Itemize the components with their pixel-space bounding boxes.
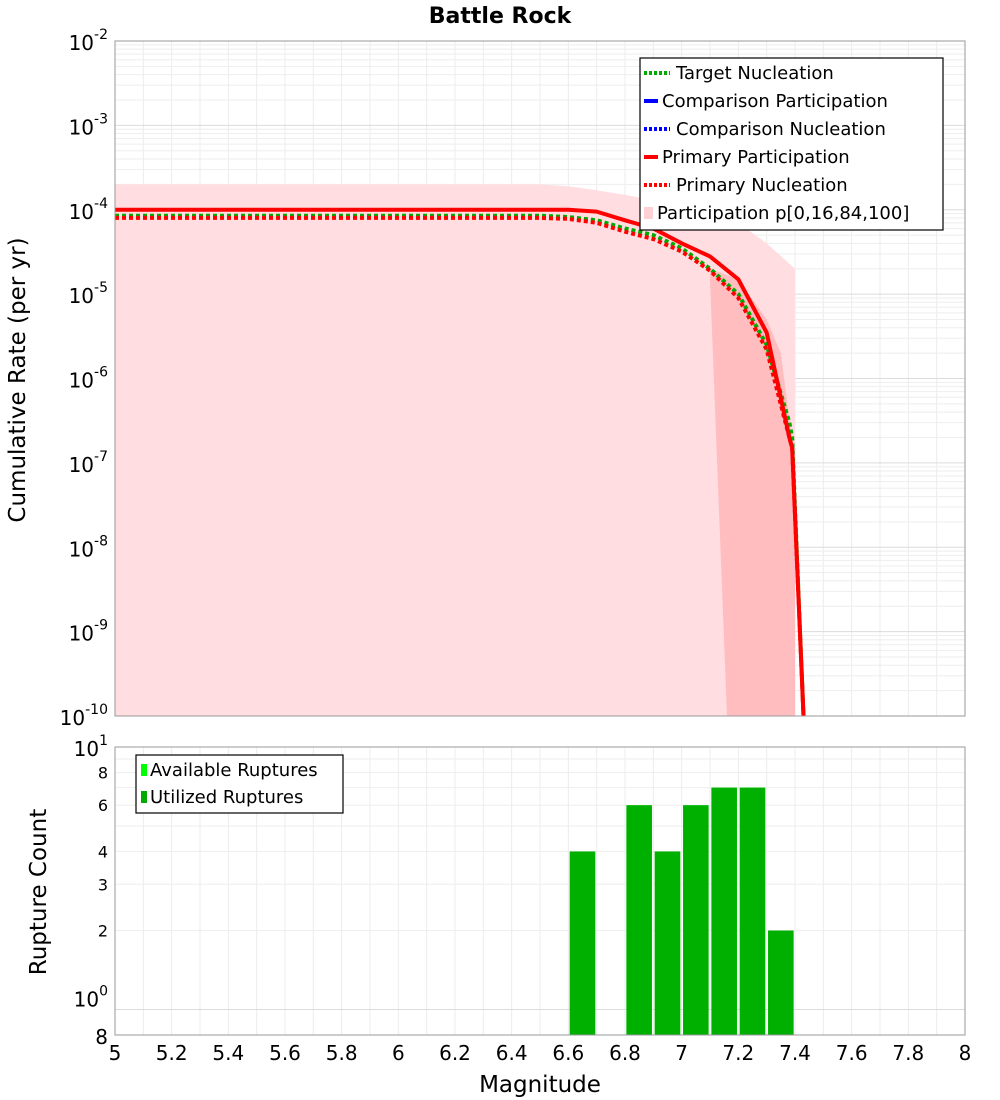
top-y-axis-label: Cumulative Rate (per yr)	[5, 237, 31, 522]
bottom-y-tick-label: 4	[98, 842, 108, 861]
bottom-plot-frame	[114, 746, 966, 1036]
bottom-y-tick-label: 8	[98, 763, 108, 782]
x-tick-label: 7	[675, 1041, 688, 1065]
bottom-y-axis-label: Rupture Count	[26, 809, 52, 975]
top-y-tick-label: 10-8	[69, 533, 108, 561]
bottom-y-major-label-exp: 1	[99, 733, 108, 749]
top-y-tick-label-base: 10	[69, 200, 94, 224]
bar-utilized-ruptures	[626, 805, 652, 1035]
x-tick-label: 6.6	[552, 1041, 584, 1065]
legend-label: Primary Nucleation	[676, 175, 848, 196]
cumulative-rate-plot: 10-1010-910-810-710-610-510-410-310-2Tar…	[60, 27, 966, 730]
bar-utilized-ruptures	[654, 851, 681, 1035]
top-y-tick-label-exp: -10	[85, 702, 108, 718]
legend-label: Comparison Nucleation	[676, 119, 886, 140]
legend-label: Comparison Participation	[662, 91, 888, 112]
x-tick-label: 5.6	[269, 1041, 301, 1065]
legend-label: Target Nucleation	[675, 63, 834, 84]
top-y-tick-label-exp: -3	[94, 111, 108, 127]
x-tick-label: 8	[959, 1041, 972, 1065]
top-legend-box	[639, 57, 944, 231]
top-y-tick-label-base: 10	[69, 537, 94, 561]
top-y-tick-label: 10-3	[69, 111, 108, 139]
top-y-tick-label-base: 10	[69, 115, 94, 139]
top-y-tick-label-base: 10	[69, 284, 94, 308]
top-series-group	[115, 184, 806, 716]
bottom-y-tick-label: 8	[95, 1025, 108, 1049]
bottom-y-major-label: 100	[74, 984, 108, 1012]
bottom-y-major-label-exp: 0	[99, 984, 108, 1000]
top-y-tick-label-exp: -7	[94, 449, 108, 465]
bottom-y-major-label-base: 10	[74, 988, 99, 1012]
chart-title: Battle Rock	[429, 4, 573, 29]
top-y-tick-label: 10-5	[69, 280, 108, 308]
x-tick-label: 7.8	[892, 1041, 924, 1065]
x-tick-label: 6.8	[609, 1041, 641, 1065]
top-y-tick-label-base: 10	[69, 453, 94, 477]
top-y-tick-label: 10-10	[60, 702, 108, 730]
top-y-tick-label: 10-2	[69, 27, 108, 55]
series-primary-participation-line	[115, 207, 806, 716]
bottom-legend-box	[135, 754, 344, 814]
legend-label: Participation p[0,16,84,100]	[657, 203, 909, 224]
bars-group	[569, 787, 794, 1035]
x-tick-label: 7.4	[779, 1041, 811, 1065]
bar-utilized-ruptures	[711, 787, 737, 1035]
top-plot-frame	[114, 40, 966, 717]
x-tick-label: 7.2	[722, 1041, 754, 1065]
x-tick-label: 5.2	[156, 1041, 188, 1065]
x-tick-label: 6.2	[439, 1041, 471, 1065]
bottom-legend-swatch	[141, 764, 147, 776]
top-y-tick-label-exp: -9	[94, 618, 108, 634]
bar-utilized-ruptures	[739, 787, 766, 1035]
top-y-tick-label-exp: -8	[94, 533, 108, 549]
top-y-tick-label-exp: -4	[94, 196, 108, 212]
bottom-y-major-label-base: 10	[74, 737, 99, 761]
bottom-y-major-label: 101	[74, 733, 108, 761]
bottom-legend-label: Available Ruptures	[150, 760, 318, 781]
bar-utilized-ruptures	[569, 851, 596, 1035]
bottom-y-tick-label: 6	[98, 796, 108, 815]
top-y-tick-label-exp: -6	[94, 365, 108, 381]
top-legend: Target Nucleation Comparison Participatio…	[639, 57, 944, 231]
bar-utilized-ruptures	[768, 930, 794, 1035]
x-tick-label: 6.4	[496, 1041, 528, 1065]
top-y-tick-label: 10-9	[69, 618, 108, 646]
x-tick-label: 6	[392, 1041, 405, 1065]
bottom-y-tick-label: 3	[98, 875, 108, 894]
top-y-tick-label-base: 10	[69, 31, 94, 55]
top-y-tick-label-exp: -2	[94, 27, 108, 43]
bottom-y-tick-label: 2	[98, 922, 108, 941]
legend-swatch	[644, 207, 653, 219]
x-axis-label: Magnitude	[479, 1072, 601, 1098]
series-participation-p-0-16-84-100-band	[115, 184, 795, 716]
legend-label: Primary Participation	[662, 147, 850, 168]
x-tick-label: 7.6	[836, 1041, 868, 1065]
x-tick-label: 5.8	[326, 1041, 358, 1065]
top-y-tick-label-exp: -5	[94, 280, 108, 296]
bar-utilized-ruptures	[683, 805, 709, 1035]
bottom-legend-swatch	[141, 791, 147, 803]
top-y-tick-label: 10-7	[69, 449, 108, 477]
x-tick-label: 5	[109, 1041, 122, 1065]
bottom-legend: Available Ruptures Utilized Ruptures	[135, 754, 344, 814]
top-y-tick-label-base: 10	[69, 622, 94, 646]
x-tick-label: 5.4	[212, 1041, 244, 1065]
top-y-tick-label-base: 10	[69, 369, 94, 393]
top-y-tick-label: 10-6	[69, 365, 109, 393]
top-y-tick-label-base: 10	[60, 706, 85, 730]
top-y-tick-label: 10-4	[69, 196, 109, 224]
bottom-grid	[114, 747, 966, 1035]
bottom-legend-label: Utilized Ruptures	[150, 787, 303, 808]
